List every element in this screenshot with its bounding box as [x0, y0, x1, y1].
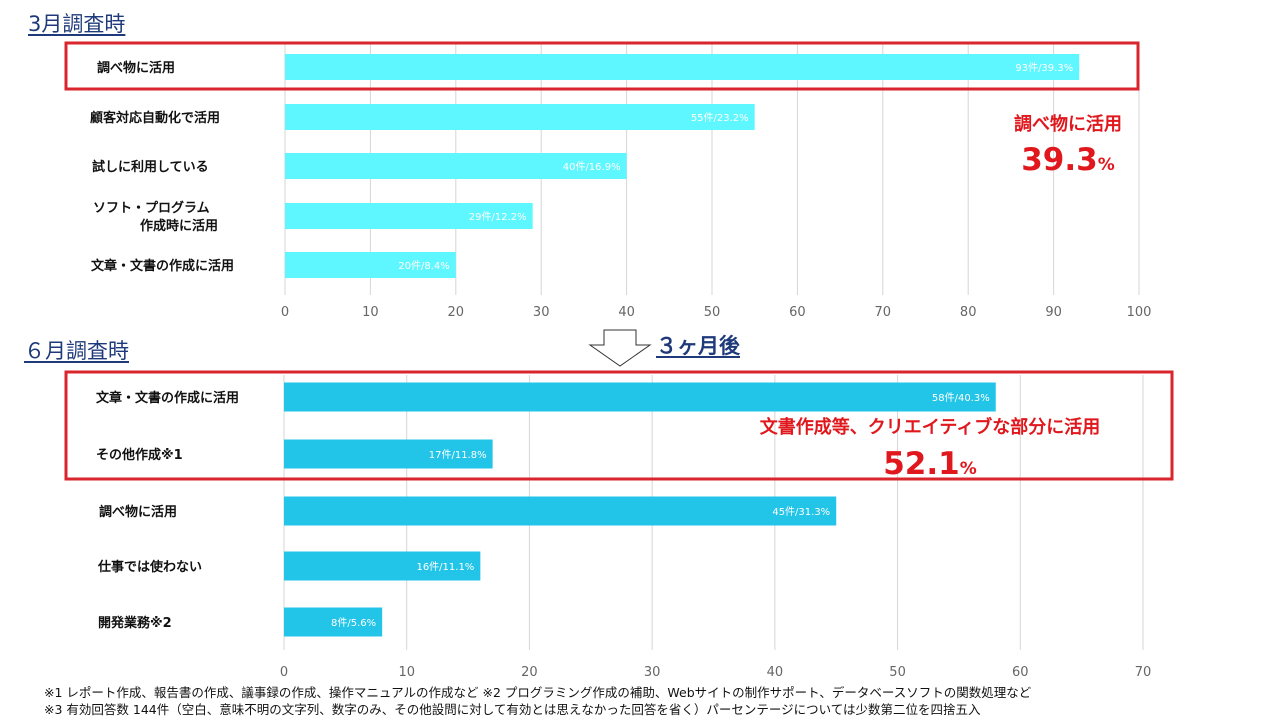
march-bar — [285, 104, 755, 130]
june-x-tick-label: 0 — [280, 665, 288, 680]
footnote-line-2: ※3 有効回答数 144件（空白、意味不明の文字列、数字のみ、その他設問に対して… — [44, 702, 981, 717]
june-bar-data-label: 8件/5.6% — [331, 617, 376, 629]
june-bar — [284, 439, 493, 469]
june-highlight-box — [64, 370, 1174, 481]
june-x-tick-label: 30 — [644, 665, 661, 680]
march-x-tick-label: 90 — [1045, 305, 1062, 320]
march-bar — [285, 153, 627, 179]
june-bar-chart: 0 10 20 30 40 50 60 70 58件/40.3% 文章・文書の作成に活用 17件/1… — [96, 375, 1151, 680]
march-bar-data-label: 20件/8.4% — [398, 260, 450, 272]
june-bar-data-label: 45件/31.3% — [772, 506, 830, 518]
june-callout-title: 文書作成等、クリエイティブな部分に活用 — [760, 416, 1101, 438]
march-bar — [285, 203, 533, 229]
march-bar — [285, 54, 1080, 80]
march-bar-data-label: 29件/12.2% — [469, 211, 527, 223]
june-x-tick-label: 20 — [521, 665, 538, 680]
march-category-label: 顧客対応自動化で活用 — [90, 110, 220, 126]
march-bar-chart: 0 10 20 30 40 50 60 70 80 90 100 93件/39.3% 調べ物に活用 55件… — [90, 44, 1151, 320]
june-bar-data-label: 16件/11.1% — [416, 561, 474, 573]
march-category-label: 文章・文書の作成に活用 — [91, 258, 234, 274]
footnote-line-1: ※1 レポート作成、報告書の作成、議事録の作成、操作マニュアルの作成など ※2 … — [44, 685, 1032, 700]
march-callout-title: 調べ物に活用 — [1014, 113, 1122, 135]
june-category-label: 開発業務※2 — [98, 615, 172, 631]
june-bar — [284, 382, 996, 412]
march-x-tick-label: 20 — [448, 305, 465, 320]
march-x-tick-label: 30 — [533, 305, 550, 320]
three-months-later-label: ３ヶ月後 — [656, 334, 740, 358]
march-category-label: 試しに利用している — [92, 159, 209, 175]
march-bar-data-label: 40件/16.9% — [563, 161, 621, 173]
march-x-tick-label: 40 — [618, 305, 635, 320]
june-callout-value: 52.1 — [883, 446, 960, 482]
june-x-tick-label: 60 — [1012, 665, 1029, 680]
march-x-tick-label: 50 — [704, 305, 721, 320]
march-category-label: 作成時に活用 — [140, 218, 218, 234]
june-bar — [284, 607, 383, 637]
march-x-tick-label: 0 — [281, 305, 289, 320]
june-bar-data-label: 17件/11.8% — [429, 449, 487, 461]
march-bar — [285, 252, 456, 278]
march-category-label: ソフト・プログラム — [93, 200, 210, 216]
march-callout-value-group: 39.3% — [1021, 142, 1115, 178]
june-callout-unit: % — [960, 459, 977, 479]
march-bar-data-label: 55件/23.2% — [691, 112, 749, 124]
down-arrow-icon — [588, 329, 652, 367]
march-x-tick-label: 100 — [1127, 305, 1152, 320]
june-bar-data-label: 58件/40.3% — [932, 392, 990, 404]
june-x-tick-label: 10 — [398, 665, 415, 680]
march-x-tick-label: 70 — [875, 305, 892, 320]
june-category-label: 仕事では使わない — [97, 559, 202, 575]
march-bar-data-label: 93件/39.3% — [1015, 62, 1073, 74]
june-bar — [284, 496, 837, 526]
march-survey-title: 3月調査時 — [28, 12, 126, 36]
march-x-tick-label: 80 — [960, 305, 977, 320]
june-category-label: その他作成※1 — [96, 447, 183, 463]
march-x-tick-label: 10 — [362, 305, 379, 320]
june-callout-value-group: 52.1% — [883, 446, 977, 482]
june-x-tick-label: 50 — [889, 665, 906, 680]
march-callout-value: 39.3 — [1021, 142, 1098, 178]
march-x-tick-label: 60 — [789, 305, 806, 320]
june-x-tick-label: 70 — [1135, 665, 1152, 680]
june-survey-title: ６月調査時 — [24, 339, 129, 363]
march-category-label: 調べ物に活用 — [97, 60, 175, 76]
june-bar — [284, 551, 481, 581]
june-category-label: 調べ物に活用 — [99, 504, 177, 520]
march-callout-unit: % — [1098, 155, 1115, 175]
june-x-tick-label: 40 — [767, 665, 784, 680]
june-category-label: 文章・文書の作成に活用 — [96, 390, 239, 406]
march-highlight-box — [64, 41, 1140, 91]
